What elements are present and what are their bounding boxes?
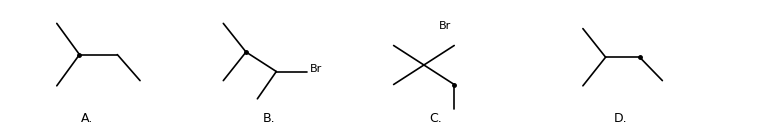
Text: A.: A.	[81, 112, 93, 125]
Text: Br: Br	[310, 64, 322, 74]
Text: B.: B.	[263, 112, 275, 125]
Text: D.: D.	[614, 112, 628, 125]
Text: C.: C.	[429, 112, 441, 125]
Text: Br: Br	[439, 21, 451, 31]
